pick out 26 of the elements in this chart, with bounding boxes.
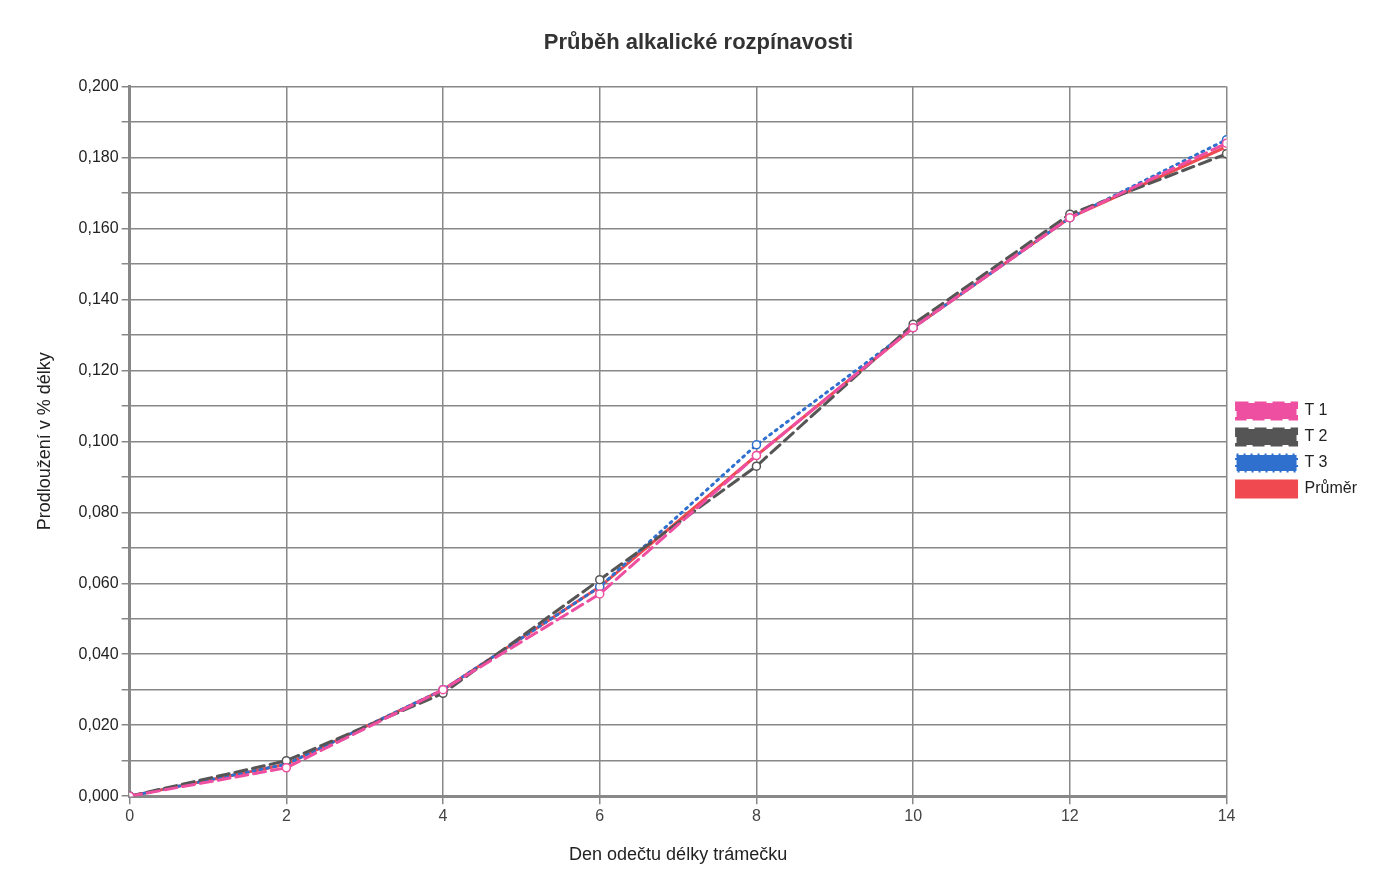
y-tick-label: 0,000 xyxy=(78,786,119,804)
y-tick-label: 0,080 xyxy=(78,502,119,520)
x-tick-label: 0 xyxy=(125,807,135,825)
y-tick-label: 0,180 xyxy=(78,147,119,165)
y-tick-label: 0,140 xyxy=(78,289,119,307)
chart-title: Průběh alkalické rozpínavosti xyxy=(543,29,854,55)
x-tick-label: 4 xyxy=(438,807,448,825)
y-tick-label: 0,060 xyxy=(78,573,119,591)
x-tick-label: 10 xyxy=(904,807,923,825)
x-axis-title: Den odečtu délky trámečku xyxy=(569,844,788,865)
legend-label: T 2 xyxy=(1304,427,1328,445)
x-tick-label: 8 xyxy=(751,807,761,825)
legend-label: T 3 xyxy=(1304,453,1328,471)
x-tick-label: 12 xyxy=(1060,807,1079,825)
y-tick-label: 0,100 xyxy=(78,431,119,449)
legend-label: Průměr xyxy=(1304,479,1358,497)
y-tick-label: 0,020 xyxy=(78,715,119,733)
y-tick-label: 0,120 xyxy=(78,360,119,378)
x-tick-label: 2 xyxy=(281,807,291,825)
y-tick-label: 0,040 xyxy=(78,644,119,662)
y-axis-title: Prodloužení v % délky xyxy=(33,352,54,531)
y-tick-label: 0,160 xyxy=(78,218,119,236)
x-tick-label: 6 xyxy=(595,807,605,825)
y-tick-label: 0,200 xyxy=(78,76,119,94)
legend-label: T 1 xyxy=(1304,401,1328,419)
x-tick-label: 14 xyxy=(1217,807,1236,825)
